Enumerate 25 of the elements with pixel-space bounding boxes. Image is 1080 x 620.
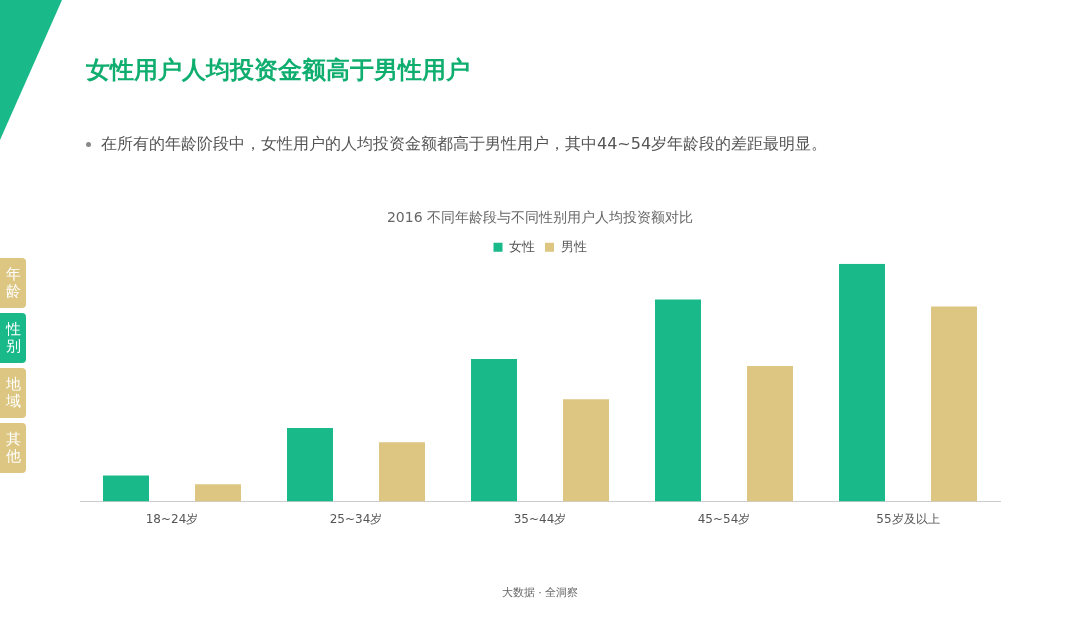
text: 年龄 bbox=[0, 258, 26, 308]
legend-label: 女性 bbox=[509, 238, 535, 254]
chart-title: 女性用户人均投资金额高于男性用户 bbox=[86, 55, 470, 86]
bar bbox=[655, 299, 701, 502]
bar bbox=[471, 358, 517, 502]
x-tick-label: 18~24岁 bbox=[145, 511, 199, 526]
text: 在所有的年龄阶段中，女性用户的人均投资金额都高于男性用户，其中44~54岁年龄段的差距最明显。 bbox=[101, 134, 828, 153]
bar bbox=[287, 427, 333, 502]
bar bbox=[379, 442, 425, 502]
text: 性别 bbox=[0, 313, 26, 363]
text: 大数据 · 全洞察 bbox=[500, 585, 580, 600]
x-tick-label: 25~34岁 bbox=[329, 511, 383, 526]
bar bbox=[747, 366, 793, 502]
x-tick-label: 35~44岁 bbox=[513, 511, 567, 526]
legend-label: 男性 bbox=[560, 238, 587, 254]
text: 其他 bbox=[0, 423, 26, 473]
chart-subtitle: 2016 不同年龄段与不同性别用户人均投资额对比 bbox=[386, 209, 694, 226]
bar bbox=[563, 399, 609, 502]
bar bbox=[839, 263, 885, 502]
bar bbox=[931, 306, 977, 502]
x-tick-label: 45~54岁 bbox=[697, 511, 751, 526]
bar bbox=[103, 475, 149, 502]
text: 地域 bbox=[0, 368, 26, 418]
bar bbox=[195, 484, 241, 502]
x-tick-label: 55岁及以上 bbox=[876, 511, 940, 526]
